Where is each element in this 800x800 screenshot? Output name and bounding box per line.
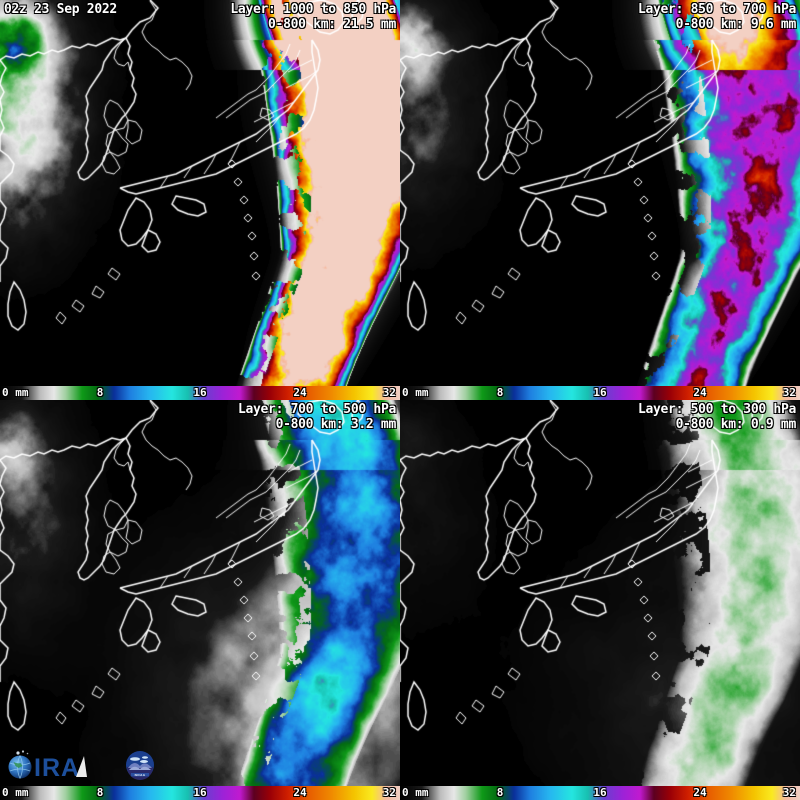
svg-text:NOAA: NOAA — [135, 773, 146, 777]
coastline-map-layer — [400, 0, 800, 400]
colorbar-tick-24: 24 — [293, 386, 307, 399]
colorbar-tick-16: 16 — [593, 786, 607, 799]
coastline-map-layer — [0, 400, 400, 800]
svg-text:IRA: IRA — [34, 754, 80, 780]
value-label: 0-800 km: 0.9 mm — [675, 417, 797, 432]
colorbar[interactable]: 0 mm 8 16 24 32 — [400, 786, 800, 800]
layer-label: Layer: 850 to 700 hPa — [637, 2, 796, 17]
colorbar-tick-16: 16 — [593, 386, 607, 399]
logo-group: IRA NOAA — [6, 748, 155, 782]
value-label: 0-800 km: 21.5 mm — [268, 17, 396, 32]
colorbar-tick-0: 0 mm — [402, 386, 429, 399]
colorbar-gradient — [0, 386, 400, 400]
colorbar[interactable]: 0 mm 8 16 24 32 — [0, 786, 400, 800]
colorbar-tick-8: 8 — [496, 386, 504, 399]
colorbar-tick-0: 0 mm — [402, 786, 429, 799]
colorbar-tick-32: 32 — [382, 786, 396, 799]
panel-header: Layer: 850 to 700 hPa 0-800 km: 9.6 mm — [638, 2, 796, 32]
value-label: 0-800 km: 9.6 mm — [675, 17, 797, 32]
colorbar-tick-16: 16 — [193, 786, 207, 799]
panel-header: Layer: 500 to 300 hPa 0-800 km: 0.9 mm — [638, 402, 796, 432]
colorbar-tick-16: 16 — [193, 386, 207, 399]
colorbar-tick-8: 8 — [96, 786, 104, 799]
colorbar-tick-0: 0 mm — [2, 386, 29, 399]
colorbar-tick-24: 24 — [293, 786, 307, 799]
colorbar-gradient — [400, 386, 800, 400]
panel-700-500[interactable]: Layer: 700 to 500 hPa 0-800 km: 3.2 mm — [0, 400, 400, 800]
colorbar-tick-32: 32 — [382, 386, 396, 399]
panel-header: Layer: 1000 to 850 hPa 0-800 km: 21.5 mm — [230, 2, 396, 32]
coastline-map-layer — [0, 0, 400, 400]
noaa-seal-icon: NOAA — [126, 751, 154, 780]
colorbar-tick-32: 32 — [782, 386, 796, 399]
panel-1000-850[interactable]: 02z 23 Sep 2022 Layer: 1000 to 850 hPa 0… — [0, 0, 400, 400]
colorbar-gradient — [400, 786, 800, 800]
layer-label: Layer: 500 to 300 hPa — [637, 402, 796, 417]
colorbar-tick-32: 32 — [782, 786, 796, 799]
panel-header: Layer: 700 to 500 hPa 0-800 km: 3.2 mm — [238, 402, 396, 432]
timestamp-label: 02z 23 Sep 2022 — [4, 2, 117, 17]
panel-850-700[interactable]: Layer: 850 to 700 hPa 0-800 km: 9.6 mm 0… — [400, 0, 800, 400]
coastline-map-layer — [400, 400, 800, 800]
colorbar-gradient — [0, 786, 400, 800]
colorbar[interactable]: 0 mm 8 16 24 32 — [0, 386, 400, 400]
cira-logo: IRA — [8, 750, 87, 780]
colorbar-tick-8: 8 — [496, 786, 504, 799]
layer-label: Layer: 700 to 500 hPa — [237, 402, 396, 417]
colorbar[interactable]: 0 mm 8 16 24 32 — [400, 386, 800, 400]
colorbar-tick-8: 8 — [96, 386, 104, 399]
value-label: 0-800 km: 3.2 mm — [275, 417, 397, 432]
colorbar-tick-24: 24 — [693, 386, 707, 399]
panel-500-300[interactable]: Layer: 500 to 300 hPa 0-800 km: 0.9 mm 0… — [400, 400, 800, 800]
colorbar-tick-24: 24 — [693, 786, 707, 799]
colorbar-tick-0: 0 mm — [2, 786, 29, 799]
layer-label: Layer: 1000 to 850 hPa — [230, 2, 396, 17]
